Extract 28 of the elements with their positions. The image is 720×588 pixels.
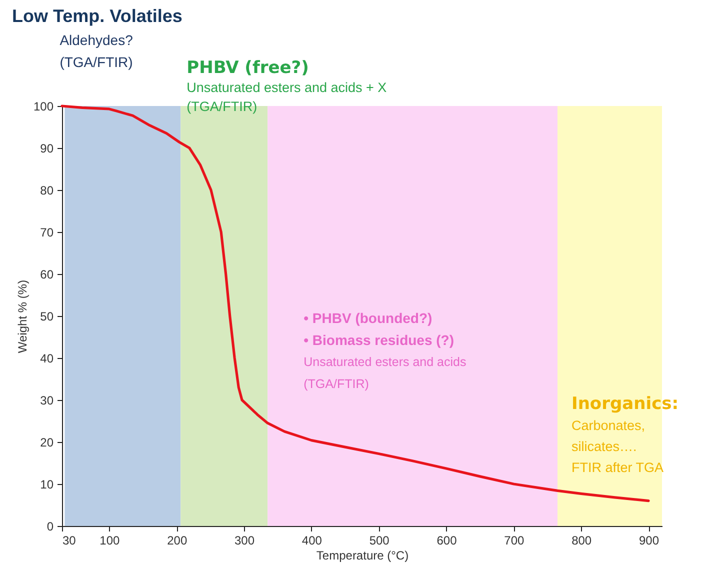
y-tick-label: 40 (40, 352, 54, 366)
x-tick-label: 500 (369, 534, 390, 548)
chart-title: Low Temp. Volatiles (12, 6, 182, 26)
band-label: PHBV (free?) Unsaturated esters and acids + X (TGA/FTIR) (186, 58, 387, 114)
y-tick-label: 0 (46, 520, 54, 534)
y-tick-label: 60 (40, 268, 54, 282)
y-tick-label: 70 (40, 226, 54, 240)
band-label: • PHBV (bounded?) • Biomass residues (?) Unsaturated esters and acids (TGA/FTIR) (304, 310, 466, 391)
band-label: Inorganics: Carbonates, silicates…. FTIR after TGA (572, 394, 679, 475)
y-axis-title: Weight % (%) (15, 280, 30, 354)
y-tick-label: 10 (40, 478, 54, 492)
y-tick-label: 80 (40, 184, 54, 198)
y-tick-label: 50 (40, 310, 54, 324)
x-tick-label: 100 (100, 534, 120, 548)
x-tick-label: 200 (167, 534, 188, 548)
x-tick-label: 800 (572, 534, 592, 548)
y-tick-label: 30 (40, 394, 54, 408)
x-tick-label: 900 (639, 534, 660, 548)
y-tick-label: 90 (40, 142, 54, 156)
band-label: Aldehydes? (TGA/FTIR) (60, 32, 134, 70)
x-tick-label: 30 (62, 534, 76, 548)
x-tick-label: 300 (234, 534, 255, 548)
x-axis-title: Temperature (°C) (316, 548, 409, 562)
x-tick-label: 700 (504, 534, 525, 548)
x-tick-label: 600 (436, 534, 458, 548)
x-tick-label: 400 (302, 534, 322, 548)
y-tick-label: 20 (40, 436, 54, 450)
y-tick-label: 100 (33, 100, 54, 114)
